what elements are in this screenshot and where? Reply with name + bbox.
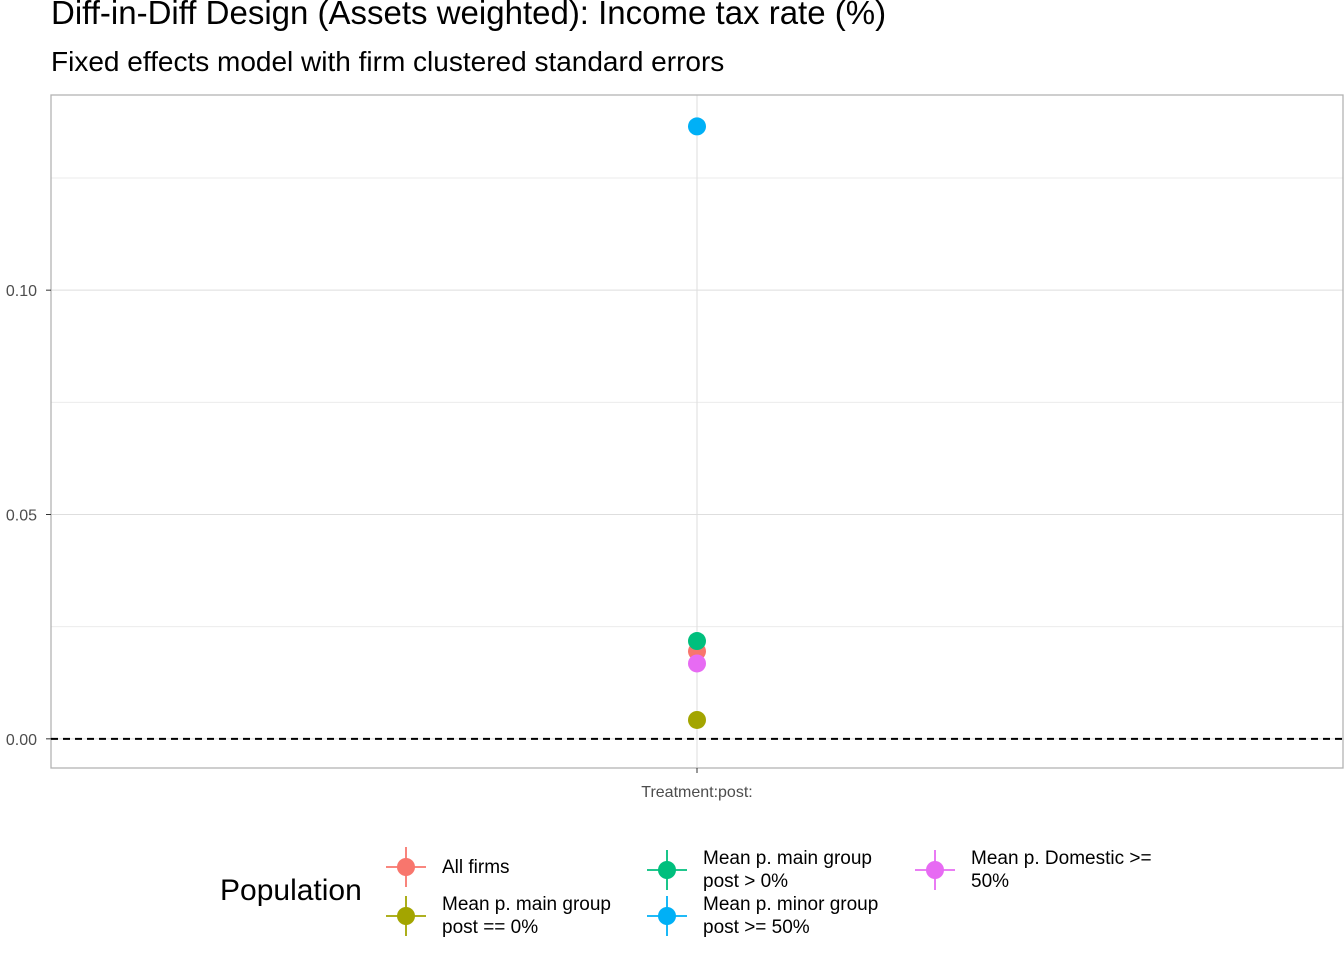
legend-label: Mean p. main group post > 0% [703, 848, 872, 892]
legend-item: Mean p. main group post > 0% [647, 847, 872, 893]
legend-label: Mean p. Domestic >= 50% [971, 848, 1152, 892]
legend-label: Mean p. minor group post >= 50% [703, 894, 879, 938]
legend-key-icon [647, 896, 687, 936]
y-tick-label: 0.10 [6, 283, 37, 300]
data-point [688, 117, 706, 136]
legend-key-icon [386, 847, 426, 887]
data-point [688, 632, 706, 651]
chart-subtitle: Fixed effects model with firm clustered … [51, 46, 725, 77]
y-tick-label: 0.05 [6, 508, 37, 525]
legend-title: Population [220, 874, 362, 907]
data-point [688, 654, 706, 673]
legend-key-icon [915, 850, 955, 890]
legend-label: Mean p. main group post == 0% [442, 894, 611, 938]
plot-area: 0.00 0.05 0.10 Treatment:post: [6, 94, 1344, 801]
legend-item: All firms [386, 847, 510, 887]
legend-key-icon [386, 896, 426, 936]
legend-item: Mean p. main group post == 0% [386, 893, 611, 939]
legend-item: Mean p. minor group post >= 50% [647, 893, 878, 939]
legend-item: Mean p. Domestic >= 50% [915, 847, 1152, 893]
legend-label: All firms [442, 856, 510, 878]
axes: 0.00 0.05 0.10 Treatment:post: [6, 94, 1344, 801]
y-tick-label: 0.00 [6, 732, 37, 749]
x-tick-label: Treatment:post: [641, 784, 752, 801]
legend-key-icon [647, 850, 687, 890]
chart-title: Diff-in-Diff Design (Assets weighted): I… [51, 0, 887, 31]
data-point [688, 710, 706, 729]
data-points [688, 117, 706, 729]
